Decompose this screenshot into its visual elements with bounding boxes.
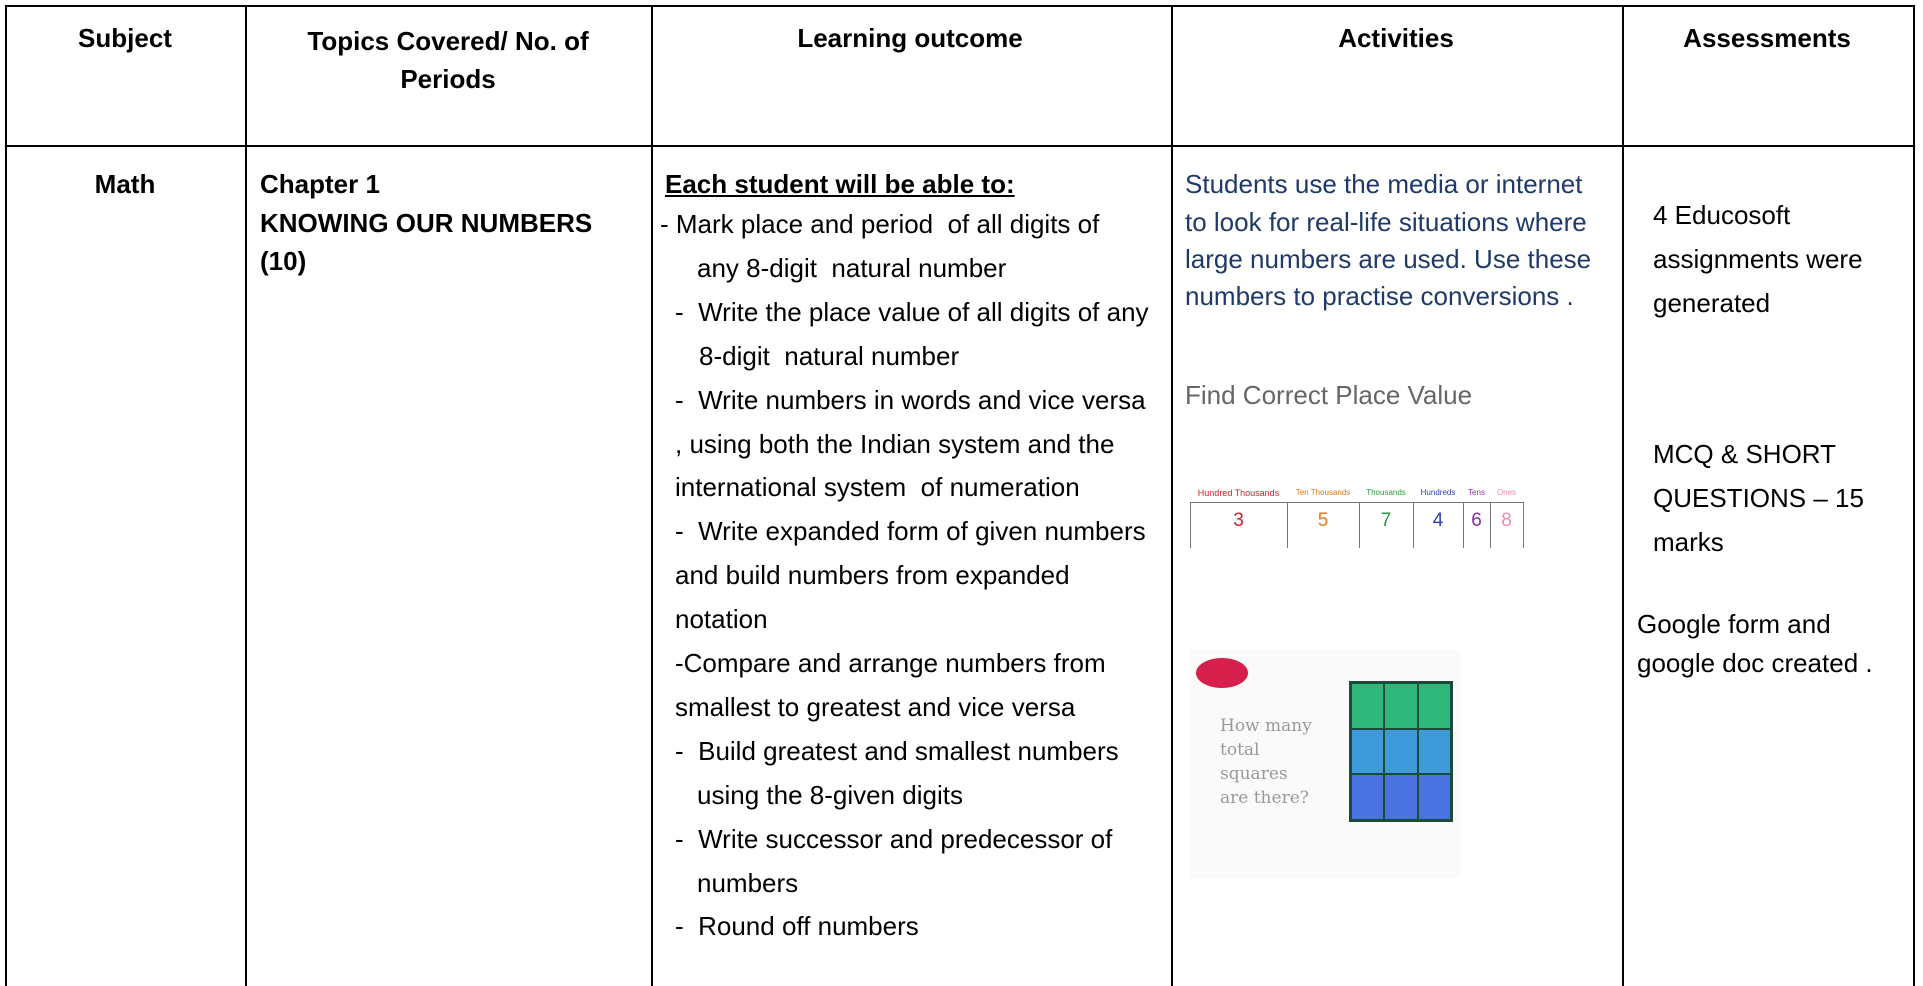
outcome-line: , using both the Indian system and the [675, 428, 1115, 459]
assessment-line: 4 Educosoft [1653, 200, 1791, 230]
activity-line: numbers to practise conversions . [1185, 281, 1574, 311]
activity-line: Students use the media or internet [1185, 169, 1583, 199]
outcome-line: - Write numbers in words and vice versa [675, 384, 1146, 415]
outcome-heading: Each student will be able to: [665, 169, 1015, 199]
header-cell: Learning outcome [797, 23, 1023, 53]
outcome-line: -Compare and arrange numbers from [675, 648, 1106, 678]
outcome-line: - Round off numbers [675, 911, 919, 942]
square [1417, 728, 1451, 775]
place-value-divider [1523, 502, 1524, 548]
topic-line: Chapter 1 [260, 169, 380, 199]
place-value-digit: 7 [1380, 510, 1392, 531]
header-cell: Activities [1338, 23, 1454, 53]
square [1417, 774, 1451, 820]
place-value-header: Ones [1496, 488, 1517, 497]
assessment-line: generated [1653, 288, 1771, 318]
assessment-line: marks [1653, 527, 1724, 557]
square [1384, 683, 1418, 729]
assessment-line: QUESTIONS – 15 [1653, 483, 1864, 513]
outcome-line: - Write successor and predecessor of [675, 823, 1113, 854]
header-cell: Topics Covered/ No. of Periods [307, 26, 589, 94]
square [1384, 728, 1418, 775]
table-border [1622, 5, 1624, 986]
square-grid [1349, 681, 1453, 822]
table-border [5, 5, 7, 986]
place-value-header: Hundreds [1420, 488, 1456, 497]
outcome-line: 8-digit natural number [699, 340, 960, 371]
place-value-divider [1490, 502, 1491, 548]
outcome-line: any 8-digit natural number [697, 252, 1007, 283]
header-cell: Subject [78, 23, 172, 53]
assessment-line: MCQ & SHORT [1653, 439, 1836, 469]
header-cell: Assessments [1683, 23, 1851, 53]
place-value-header: Hundred Thousands [1197, 488, 1280, 498]
place-value-digit: 5 [1317, 510, 1329, 531]
square [1384, 774, 1418, 820]
outcome-line: numbers [697, 867, 799, 898]
square [1351, 683, 1385, 729]
place-value-divider [1190, 502, 1191, 548]
place-value-digit: 8 [1501, 510, 1512, 531]
place-value-header: Ten Thousands [1295, 488, 1351, 497]
activity-caption: Find Correct Place Value [1185, 380, 1473, 410]
topic-line: KNOWING OUR NUMBERS [260, 208, 593, 238]
assessment-line: assignments were [1653, 244, 1863, 274]
activity-line: large numbers are used. Use these [1185, 244, 1592, 274]
subject: Math [94, 169, 156, 199]
picture-text: How many total squares are there? [1220, 716, 1312, 808]
place-value-digit: 6 [1471, 510, 1482, 531]
table-border [245, 5, 247, 986]
place-value-digit: 4 [1432, 510, 1444, 531]
outcome-line: - Build greatest and smallest numbers [675, 735, 1119, 766]
place-value-chart: Hundred Thousands 3 Ten Thousands 5 Thousand… [1190, 488, 1524, 548]
square [1417, 683, 1451, 729]
outcome-line: using the 8-given digits [697, 779, 963, 810]
table-border [1171, 5, 1173, 986]
square [1351, 728, 1385, 775]
outcome-line: - Mark place and period of all digits of [660, 209, 1100, 239]
square [1351, 774, 1385, 820]
table-border [1913, 5, 1915, 986]
assessment-line: google doc created . [1637, 648, 1873, 678]
topic-line: (10) [260, 246, 307, 276]
outcome-line: - Write expanded form of given numbers [675, 516, 1146, 547]
table-border [5, 145, 1915, 147]
outcome-line: international system of numeration [675, 472, 1080, 503]
table-border [5, 5, 1915, 7]
squares-picture: How many total squares are there? [1190, 650, 1460, 878]
place-value-header: Thousands [1366, 488, 1406, 497]
table-border [651, 5, 653, 986]
place-value-divider [1463, 502, 1464, 548]
place-value-digit: 3 [1233, 510, 1244, 531]
place-value-divider [1359, 502, 1360, 548]
outcome-line: smallest to greatest and vice versa [675, 691, 1076, 722]
outcome-line: - Write the place value of all digits of… [675, 296, 1149, 327]
assessment-line: Google form and [1637, 609, 1831, 639]
outcome-line: and build numbers from expanded [675, 560, 1070, 591]
activity-line: to look for real-life situations where [1185, 207, 1587, 237]
place-value-rule [1190, 502, 1524, 503]
place-value-divider [1413, 502, 1414, 548]
place-value-header: Tens [1468, 488, 1485, 497]
outcome-line: notation [675, 604, 768, 635]
place-value-divider [1287, 502, 1288, 548]
speech-bubble [1196, 658, 1248, 688]
